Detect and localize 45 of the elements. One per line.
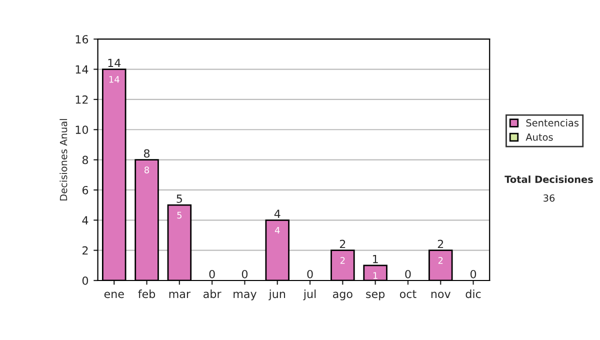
y-tick-label: 6 — [82, 186, 88, 194]
data-label: 4 — [274, 226, 280, 234]
text: Total Decisiones — [504, 175, 593, 184]
y-tick-label: 0 — [82, 276, 88, 285]
x-tick-label: sep — [366, 292, 385, 300]
x-tick-label: nov — [431, 292, 450, 298]
y-axis-title: Decisiones Anual — [60, 119, 68, 200]
legend-label: Sentencias — [526, 118, 579, 127]
data-label: 2 — [438, 257, 443, 264]
x-tick-label: oct — [400, 290, 416, 298]
total-label: 2 — [340, 240, 346, 248]
x-tick-label: feb — [138, 290, 156, 298]
y-tick-label: 8 — [82, 156, 88, 164]
x-tick-label: ene — [104, 292, 124, 298]
x-tick-label: dic — [466, 290, 481, 298]
y-tick-label: 14 — [76, 65, 88, 74]
total-label: 0 — [242, 270, 248, 278]
total-label: 2 — [438, 240, 444, 248]
y-tick-label: 2 — [82, 246, 88, 255]
x-tick-label: jul — [303, 290, 316, 300]
total-label: 5 — [176, 194, 182, 203]
x-tick-label: abr — [204, 290, 222, 298]
y-tick-label: 10 — [76, 126, 88, 134]
total-label: 0 — [209, 270, 215, 278]
text: 36 — [544, 194, 555, 202]
total-label: 8 — [144, 149, 150, 158]
x-tick-label: ago — [333, 292, 352, 300]
total-label: 4 — [274, 210, 280, 218]
total-label: 0 — [470, 270, 476, 278]
x-tick-label: jun — [268, 290, 286, 300]
data-label: 5 — [177, 212, 182, 219]
total-label: 0 — [405, 270, 411, 278]
x-tick-label: may — [234, 292, 256, 300]
data-label: 2 — [340, 257, 345, 264]
total-label: 1 — [373, 255, 378, 264]
data-label: 1 — [373, 272, 378, 279]
data-label: 14 — [109, 76, 120, 83]
x-tick-label: mar — [169, 292, 191, 298]
total-label: 0 — [307, 270, 313, 278]
y-tick-label: 16 — [76, 35, 88, 44]
legend-label: Autos — [526, 134, 553, 141]
y-tick-label: 4 — [82, 216, 88, 224]
total-label: 14 — [108, 58, 121, 67]
data-label: 8 — [144, 166, 150, 174]
y-tick-label: 12 — [76, 95, 88, 104]
